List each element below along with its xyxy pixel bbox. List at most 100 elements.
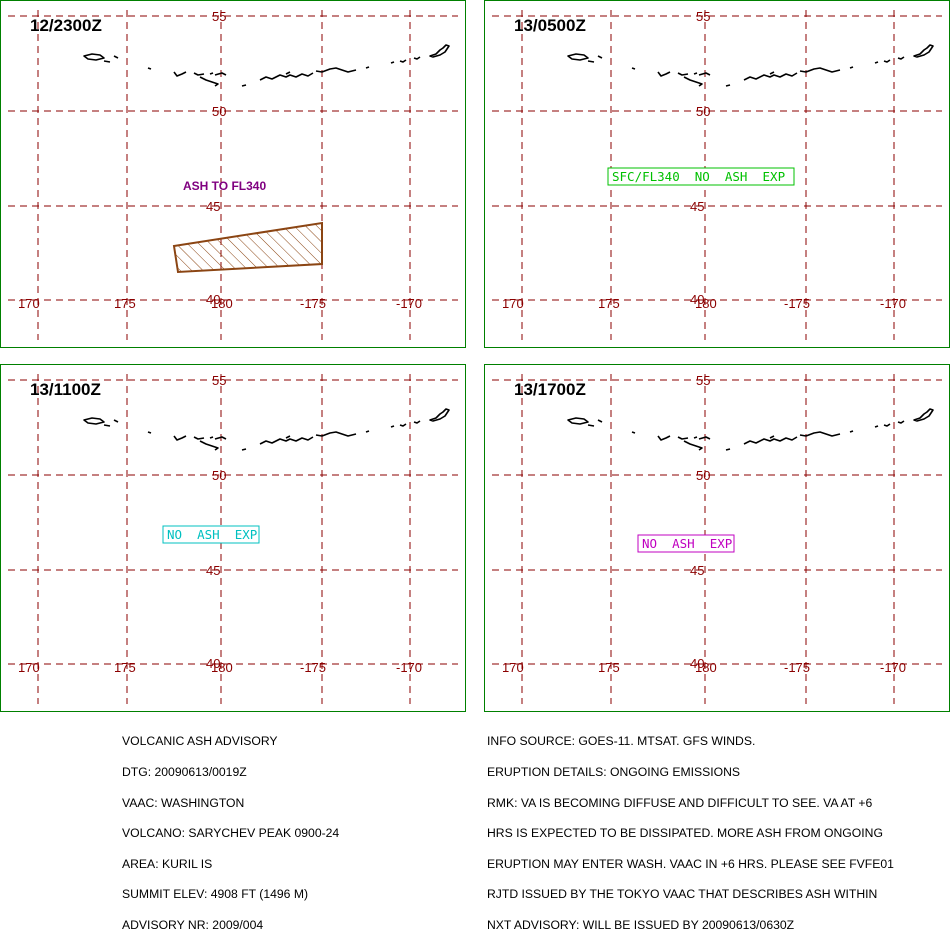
advisory-line: VAAC: WASHINGTON <box>122 795 245 810</box>
island-coastline <box>849 66 854 69</box>
island-coastline <box>365 66 370 69</box>
island-coastline <box>874 425 879 428</box>
advisory-line: SUMMIT ELEV: 4908 FT (1496 M) <box>122 887 309 902</box>
lon-label: -175 <box>300 296 326 311</box>
ash-label: NO ASH EXP <box>642 536 732 551</box>
island-coastline <box>315 67 357 73</box>
lat-label: 50 <box>212 468 226 483</box>
lon-label: -170 <box>880 296 906 311</box>
lat-label: 55 <box>696 373 710 388</box>
island-coastline <box>147 67 152 70</box>
panel-time: 13/1700Z <box>514 380 586 399</box>
island-coastline <box>597 419 603 423</box>
advisory-line: DTG: 20090613/0019Z <box>122 765 247 779</box>
panel-frame <box>0 0 466 348</box>
island-coastline <box>83 53 105 61</box>
lon-label: 170 <box>502 296 524 311</box>
island-coastline <box>849 430 854 433</box>
island-coastline <box>769 435 775 439</box>
island-coastline <box>567 417 589 425</box>
island-coastline <box>241 84 247 87</box>
panel-time: 13/1100Z <box>30 380 101 399</box>
lon-label: -175 <box>784 660 810 675</box>
island-coastline <box>874 61 879 64</box>
lon-label: 180 <box>695 296 717 311</box>
lon-label: 170 <box>502 660 524 675</box>
island-coastline <box>429 408 450 422</box>
island-coastline <box>883 59 891 63</box>
lat-label: 45 <box>206 199 220 214</box>
ash-label: ASH TO FL340 <box>183 179 266 193</box>
island-coastline <box>799 431 841 437</box>
island-coastline <box>698 436 711 440</box>
island-coastline <box>214 72 227 76</box>
lat-label: 40 <box>206 292 220 307</box>
lat-label: 40 <box>690 292 704 307</box>
forecast-panel-2: 55 50 45 40 170 175 180 -175 -170 SFC/FL340 NO AS… <box>484 0 950 348</box>
island-coastline <box>683 440 703 451</box>
island-coastline <box>113 55 119 59</box>
advisory-line: NXT ADVISORY: WILL BE ISSUED BY 20090613… <box>487 917 795 932</box>
island-coastline <box>725 84 731 87</box>
island-coastline <box>683 76 703 87</box>
island-coastline <box>693 72 698 75</box>
island-coastline <box>365 430 370 433</box>
advisory-text-right: INFO SOURCE: GOES-11. MTSAT. GFS WINDS. … <box>487 716 894 940</box>
lon-label: 170 <box>18 296 40 311</box>
map-panel-1: 55 50 45 40 170 175 180 -175 -170 ASH TO FL340 <box>0 0 466 348</box>
island-coastline <box>113 419 119 423</box>
advisory-line: RMK: VA IS BECOMING DIFFUSE AND DIFFICUL… <box>487 795 873 810</box>
ash-label: NO ASH EXP <box>167 527 257 542</box>
island-coastline <box>173 435 187 441</box>
island-coastline <box>913 408 934 422</box>
lat-label: 50 <box>212 104 226 119</box>
lon-label: 175 <box>114 296 136 311</box>
island-coastline <box>399 423 407 427</box>
advisory-line: RJTD ISSUED BY THE TOKYO VAAC THAT DESCR… <box>487 887 878 902</box>
island-coastline <box>173 71 187 77</box>
island-coastline <box>199 76 219 87</box>
island-coastline <box>390 61 395 64</box>
ash-label: SFC/FL340 NO ASH EXP <box>612 169 785 184</box>
lon-label: 175 <box>114 660 136 675</box>
advisory-line: HRS IS EXPECTED TO BE DISSIPATED. MORE A… <box>487 826 883 841</box>
island-coastline <box>799 67 841 73</box>
island-coastline <box>587 424 595 427</box>
lon-label: -170 <box>396 296 422 311</box>
panel-time: 12/2300Z <box>30 16 102 35</box>
advisory-text-left: VOLCANIC ASH ADVISORY DTG: 20090613/0019… <box>122 716 339 940</box>
advisory-line: ADVISORY NR: 2009/004 <box>122 917 264 932</box>
island-coastline <box>399 59 407 63</box>
island-coastline <box>769 71 775 75</box>
lat-label: 45 <box>690 563 704 578</box>
lon-label: 180 <box>211 296 233 311</box>
lat-label: 50 <box>696 104 710 119</box>
island-coastline <box>193 72 205 76</box>
island-coastline <box>413 420 421 424</box>
island-coastline <box>587 60 595 63</box>
island-coastline <box>209 436 214 439</box>
lat-label: 55 <box>696 9 710 24</box>
lon-label: 180 <box>695 660 717 675</box>
island-coastline <box>897 420 905 424</box>
island-coastline <box>631 431 636 434</box>
lat-label: 45 <box>206 563 220 578</box>
lat-label: 40 <box>206 656 220 671</box>
lon-label: 175 <box>598 660 620 675</box>
island-coastline <box>567 53 589 61</box>
island-coastline <box>657 71 671 77</box>
lat-label: 55 <box>212 9 226 24</box>
island-coastline <box>285 71 291 75</box>
island-coastline <box>285 435 291 439</box>
map-panel-4: 55 50 45 40 170 175 180 -175 -170 NO ASH EXP <box>484 364 950 712</box>
lon-label: -175 <box>784 296 810 311</box>
island-coastline <box>883 423 891 427</box>
island-coastline <box>259 436 314 445</box>
map-panel-2: 55 50 45 40 170 175 180 -175 -170 SFC/FL340 NO AS… <box>484 0 950 348</box>
lat-label: 40 <box>690 656 704 671</box>
advisory-line: INFO SOURCE: GOES-11. MTSAT. GFS WINDS. <box>487 734 756 749</box>
island-coastline <box>193 436 205 440</box>
island-coastline <box>315 431 357 437</box>
island-coastline <box>677 72 689 76</box>
lat-label: 45 <box>690 199 704 214</box>
